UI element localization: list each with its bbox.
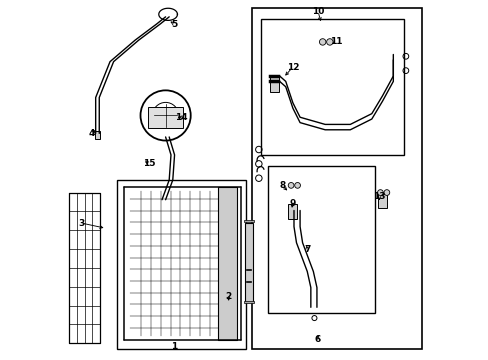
Text: 13: 13 (372, 192, 385, 201)
Circle shape (326, 39, 332, 45)
Text: 14: 14 (175, 113, 188, 122)
Circle shape (319, 39, 325, 45)
Bar (94, 131, 100, 139)
Bar (244, 220, 253, 222)
Text: 4: 4 (89, 129, 95, 138)
Bar (287, 204, 296, 219)
Text: 12: 12 (286, 63, 299, 72)
Bar (244, 301, 253, 303)
Text: 11: 11 (329, 37, 342, 46)
Text: 5: 5 (171, 19, 177, 28)
Circle shape (383, 190, 389, 195)
Bar (267, 166, 375, 313)
Text: 6: 6 (314, 335, 321, 344)
Bar (148, 107, 183, 128)
Text: 2: 2 (225, 292, 231, 301)
Circle shape (294, 183, 300, 188)
Text: 3: 3 (78, 219, 84, 228)
Text: 15: 15 (143, 159, 155, 168)
Bar (251, 8, 421, 348)
Bar (270, 77, 278, 92)
Text: 10: 10 (311, 7, 324, 16)
Circle shape (377, 190, 383, 195)
Text: 9: 9 (289, 199, 296, 208)
Text: 1: 1 (171, 342, 177, 351)
Bar (117, 180, 246, 348)
Text: 7: 7 (304, 246, 310, 255)
Bar (244, 223, 253, 302)
Bar (377, 194, 386, 208)
Text: 8: 8 (279, 181, 285, 190)
Bar (260, 19, 403, 155)
Circle shape (287, 183, 293, 188)
Bar (217, 187, 237, 339)
